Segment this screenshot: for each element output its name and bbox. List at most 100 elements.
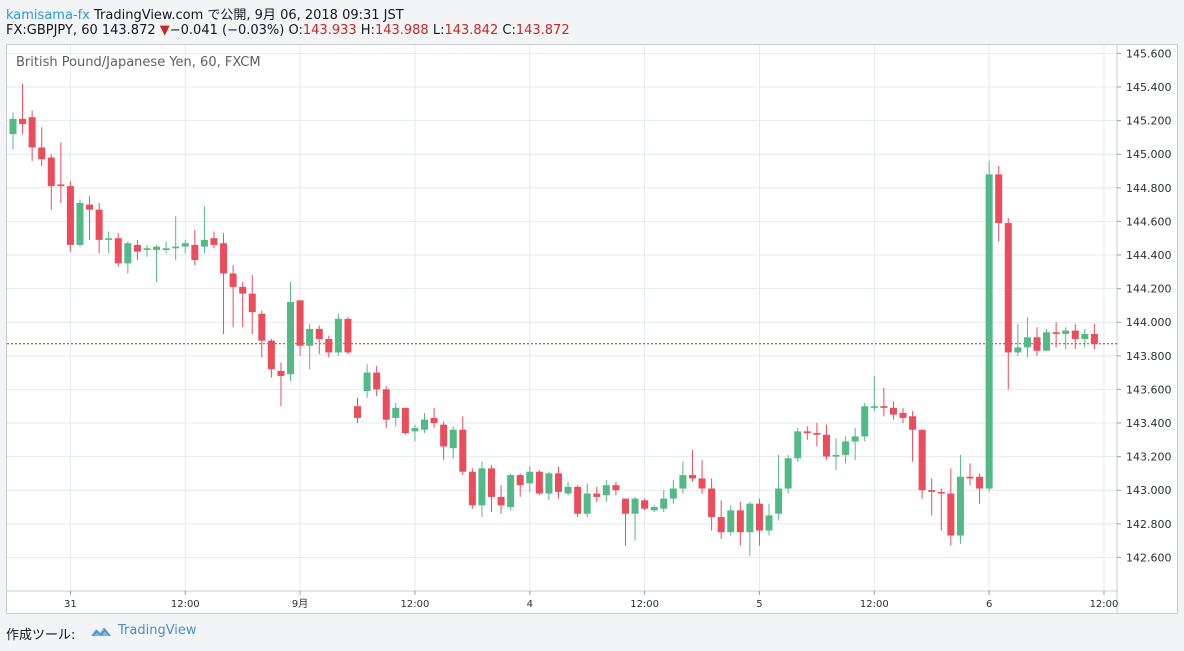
- candle-body: [937, 491, 945, 494]
- candle: [287, 281, 295, 381]
- candle: [239, 281, 247, 328]
- candle-body: [315, 328, 323, 339]
- candle: [210, 231, 218, 249]
- candle-body: [593, 493, 601, 497]
- candle-body: [583, 493, 591, 514]
- candle-body: [909, 416, 917, 430]
- candle: [889, 401, 897, 420]
- candle-body: [832, 454, 840, 457]
- candle-body: [976, 476, 984, 489]
- time-tick-label: 9月: [292, 598, 308, 610]
- candle-body: [526, 471, 534, 484]
- candle: [1014, 323, 1022, 356]
- price-tick-label: 143.800: [1126, 350, 1172, 363]
- candle: [133, 239, 141, 261]
- candle: [401, 407, 409, 435]
- candle: [277, 362, 285, 407]
- candle: [334, 313, 342, 356]
- candle: [775, 454, 783, 521]
- candle-body: [574, 486, 582, 514]
- candle: [1081, 328, 1089, 348]
- price-tick-label: 144.600: [1126, 215, 1172, 228]
- candle: [650, 505, 658, 513]
- candle: [516, 473, 524, 497]
- candle-body: [162, 248, 170, 250]
- down-arrow-icon: ▼: [159, 23, 170, 38]
- candle: [363, 364, 371, 398]
- price-tick-label: 143.200: [1126, 451, 1172, 464]
- candle: [229, 265, 237, 328]
- candle: [985, 160, 993, 492]
- author-link[interactable]: kamisama-fx: [6, 8, 90, 23]
- candle: [909, 411, 917, 462]
- candle: [1052, 322, 1060, 348]
- candle: [28, 110, 36, 161]
- price-tick-label: 145.400: [1126, 81, 1172, 94]
- candle: [612, 481, 620, 496]
- candle-body: [564, 486, 572, 494]
- candle: [1033, 327, 1041, 356]
- candle: [1090, 323, 1098, 350]
- candle: [583, 483, 591, 518]
- candle-body: [28, 117, 36, 148]
- candle-body: [344, 318, 352, 353]
- chart-panel[interactable]: 145.600 145.400 145.200 145.000 144.800 144.6…: [6, 44, 1178, 614]
- candle-body: [870, 406, 878, 408]
- candle-body: [114, 238, 122, 264]
- price-tick-label: 143.600: [1126, 383, 1172, 396]
- candle: [669, 480, 677, 504]
- candle: [66, 181, 74, 252]
- candle-body: [277, 370, 285, 376]
- tradingview-brand[interactable]: TradingView: [90, 623, 197, 638]
- candle-body: [229, 273, 237, 287]
- candle-body: [440, 424, 448, 447]
- candle: [200, 206, 208, 254]
- candle: [574, 485, 582, 518]
- candle-body: [650, 507, 658, 511]
- candle: [813, 423, 821, 447]
- candle-body: [66, 186, 74, 245]
- open-label: O:: [288, 23, 303, 38]
- publish-line: kamisama-fx TradingView.com で公開, 9月 06, …: [6, 4, 404, 23]
- candle: [354, 397, 362, 423]
- made-with-label: 作成ツール:: [6, 628, 76, 643]
- candle-body: [306, 328, 314, 346]
- candle: [765, 503, 773, 536]
- candle: [459, 416, 467, 476]
- candle-body: [124, 243, 132, 264]
- candlestick-chart[interactable]: 145.600 145.400 145.200 145.000 144.800 144.6…: [7, 45, 1177, 613]
- candle-body: [1071, 330, 1079, 339]
- price-tick-label: 143.400: [1126, 417, 1172, 430]
- candle-body: [889, 407, 897, 415]
- candle-body: [373, 372, 381, 390]
- candle: [382, 386, 390, 429]
- candle-body: [928, 490, 936, 492]
- candle: [38, 127, 46, 166]
- candle-body: [631, 498, 639, 514]
- candle-body: [851, 436, 859, 442]
- price-tick-label: 145.600: [1126, 47, 1172, 60]
- footer: 作成ツール: TradingView: [0, 614, 1184, 651]
- time-tick-label: 12:00: [401, 599, 430, 610]
- time-tick-label: 31: [64, 599, 77, 610]
- candle: [794, 428, 802, 462]
- candle: [220, 233, 228, 334]
- candle: [258, 310, 266, 358]
- brand-name: TradingView: [118, 623, 197, 638]
- candle-body: [411, 428, 419, 432]
- candle-body: [105, 238, 113, 240]
- candle-body: [19, 118, 27, 124]
- candle-body: [822, 434, 830, 457]
- candle: [593, 486, 601, 502]
- candle-body: [717, 517, 725, 533]
- candle-body: [478, 468, 486, 506]
- candle: [162, 241, 170, 254]
- candle-body: [287, 302, 295, 375]
- candle-body: [133, 244, 141, 252]
- candle-body: [755, 503, 763, 531]
- close-value: 143.872: [515, 23, 570, 38]
- candle: [507, 473, 515, 511]
- candle-body: [899, 412, 907, 418]
- candle-body: [995, 174, 1003, 224]
- candle-body: [813, 433, 821, 435]
